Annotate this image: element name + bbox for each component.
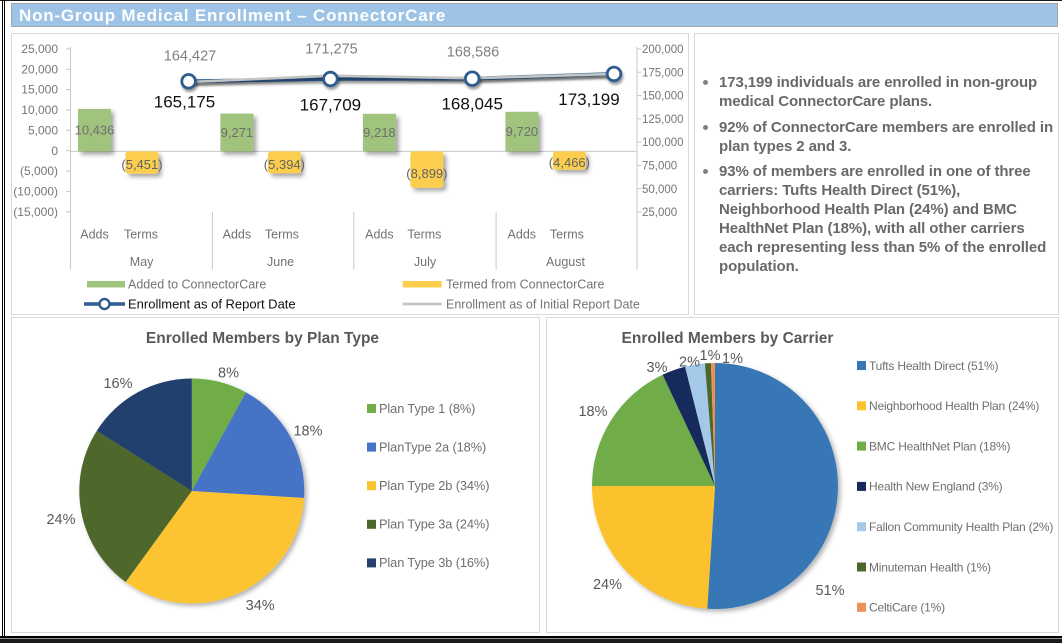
svg-text:25,000: 25,000 (21, 42, 58, 56)
svg-text:175,000: 175,000 (642, 67, 684, 79)
svg-text:Health New England (3%): Health New England (3%) (869, 480, 1003, 494)
svg-text:Plan Type 1 (8%): Plan Type 1 (8%) (379, 401, 475, 416)
svg-text:9,271: 9,271 (221, 125, 254, 140)
svg-text:50,000: 50,000 (642, 184, 677, 196)
svg-text:2%: 2% (679, 355, 700, 371)
svg-text:Adds: Adds (365, 227, 394, 241)
svg-text:(4,466): (4,466) (549, 155, 590, 170)
svg-text:Enrollment as of Initial Repor: Enrollment as of Initial Report Date (446, 298, 640, 312)
svg-text:Enrolled Members by Carrier: Enrolled Members by Carrier (622, 330, 834, 347)
svg-text:(5,394): (5,394) (264, 157, 305, 172)
svg-text:15,000: 15,000 (21, 83, 58, 97)
svg-text:May: May (130, 255, 154, 269)
svg-text:10,000: 10,000 (21, 103, 58, 117)
svg-text:August: August (546, 255, 585, 269)
svg-text:Adds: Adds (508, 227, 537, 241)
svg-text:Adds: Adds (223, 227, 252, 241)
svg-text:Terms: Terms (550, 227, 584, 241)
svg-text:18%: 18% (293, 424, 322, 440)
svg-text:(8,899): (8,899) (406, 166, 447, 181)
svg-text:25,000: 25,000 (642, 207, 677, 219)
svg-text:200,000: 200,000 (642, 44, 684, 56)
svg-text:5,000: 5,000 (28, 123, 58, 137)
svg-text:0: 0 (51, 144, 58, 158)
svg-text:June: June (267, 255, 294, 269)
svg-text:150,000: 150,000 (642, 91, 684, 103)
svg-text:34%: 34% (246, 598, 275, 614)
svg-text:18%: 18% (578, 404, 607, 420)
svg-text:(15,000): (15,000) (13, 205, 58, 219)
svg-text:Neighborhood Health Plan (24%): Neighborhood Health Plan (24%) (869, 399, 1039, 413)
svg-text:Plan Type 3a (24%): Plan Type 3a (24%) (379, 517, 489, 532)
svg-text:9,218: 9,218 (363, 125, 396, 140)
svg-text:Enrollment as of Report Date: Enrollment as of Report Date (128, 297, 296, 312)
svg-text:Plan Type 3b (16%): Plan Type 3b (16%) (379, 555, 489, 570)
svg-text:171,275: 171,275 (305, 42, 357, 58)
svg-text:9,720: 9,720 (506, 124, 539, 139)
svg-text:Tufts Health Direct (51%): Tufts Health Direct (51%) (869, 359, 998, 373)
svg-text:Enrolled Members by Plan Type: Enrolled Members by Plan Type (146, 330, 380, 347)
svg-text:BMC HealthNet Plan (18%): BMC HealthNet Plan (18%) (869, 439, 1010, 453)
svg-text:1%: 1% (722, 351, 743, 367)
svg-text:(5,451): (5,451) (121, 157, 162, 172)
svg-text:(10,000): (10,000) (13, 185, 58, 199)
svg-text:Terms: Terms (265, 227, 299, 241)
svg-text:164,427: 164,427 (164, 49, 216, 65)
svg-text:(5,000): (5,000) (20, 164, 58, 178)
svg-text:167,709: 167,709 (300, 96, 361, 115)
svg-text:July: July (414, 255, 437, 269)
svg-text:24%: 24% (593, 577, 622, 593)
svg-text:168,045: 168,045 (441, 95, 502, 114)
svg-text:24%: 24% (46, 512, 75, 528)
svg-text:3%: 3% (647, 360, 668, 376)
svg-text:168,586: 168,586 (447, 45, 499, 61)
svg-text:Fallon Community Health Plan (: Fallon Community Health Plan (2%) (869, 520, 1053, 534)
svg-text:CeltiCare (1%): CeltiCare (1%) (869, 601, 945, 615)
svg-text:16%: 16% (103, 376, 132, 392)
svg-text:Added to ConnectorCare: Added to ConnectorCare (128, 278, 266, 292)
svg-text:Plan Type 2b (34%): Plan Type 2b (34%) (379, 478, 489, 493)
svg-text:Minuteman Health (1%): Minuteman Health (1%) (869, 560, 991, 574)
svg-text:173,199: 173,199 (558, 90, 619, 109)
svg-text:Termed from ConnectorCare: Termed from ConnectorCare (446, 278, 604, 292)
svg-text:165,175: 165,175 (154, 93, 215, 112)
svg-text:8%: 8% (218, 366, 239, 382)
svg-text:1%: 1% (700, 348, 721, 364)
svg-text:75,000: 75,000 (642, 161, 677, 173)
svg-text:10,436: 10,436 (75, 123, 115, 138)
svg-text:51%: 51% (815, 583, 844, 599)
svg-text:Terms: Terms (407, 227, 441, 241)
svg-text:Terms: Terms (124, 227, 158, 241)
svg-text:PlanType 2a (18%): PlanType 2a (18%) (379, 439, 486, 454)
svg-text:100,000: 100,000 (642, 137, 684, 149)
svg-text:20,000: 20,000 (21, 62, 58, 76)
svg-text:125,000: 125,000 (642, 114, 684, 126)
svg-text:Adds: Adds (80, 227, 109, 241)
